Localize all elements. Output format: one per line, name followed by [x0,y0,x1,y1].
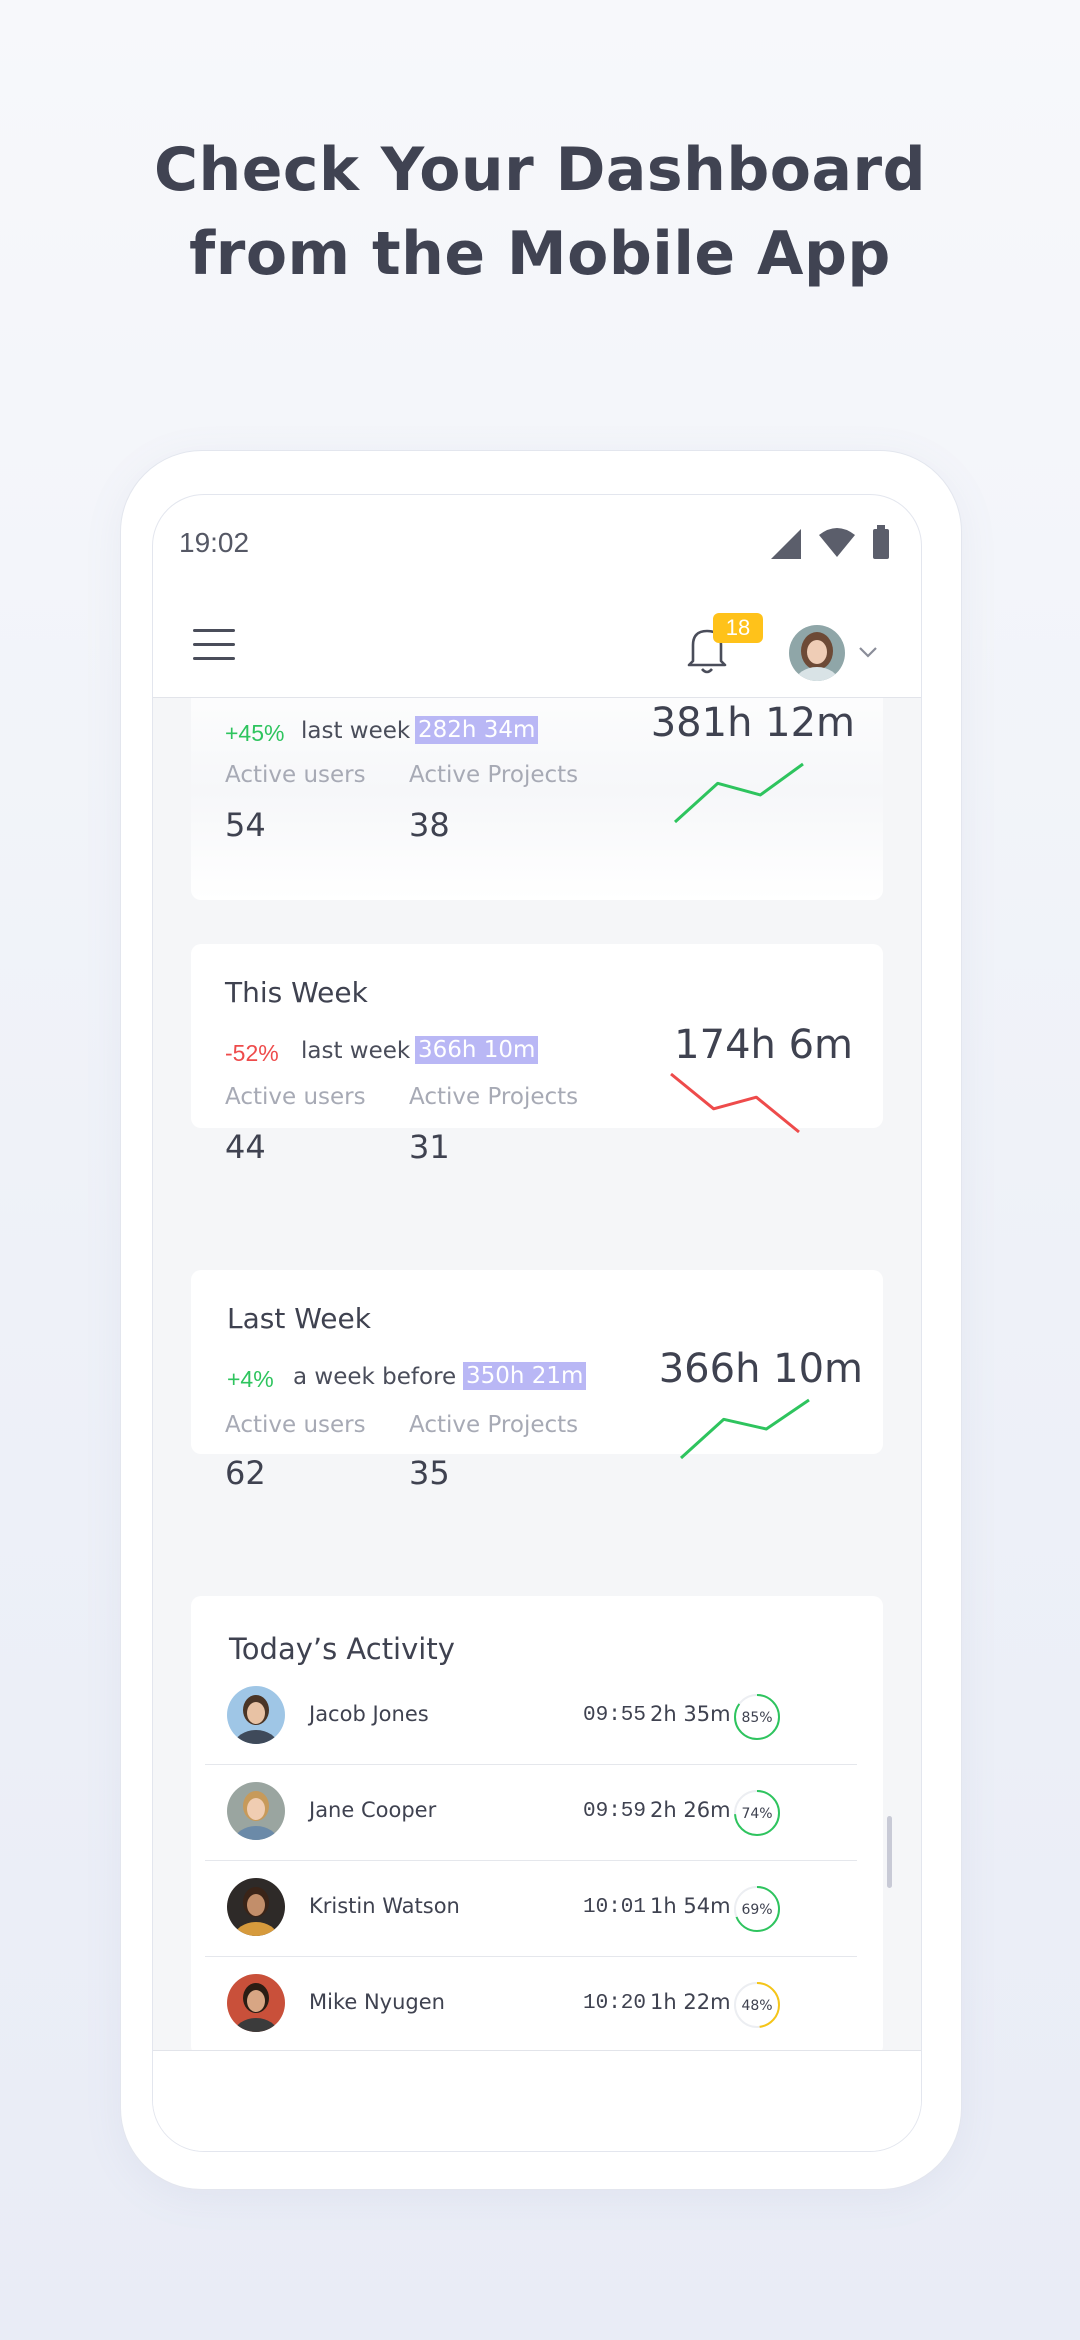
status-icons [771,525,889,559]
active-users-value: 62 [225,1454,266,1492]
comparison-label: last week [301,718,411,744]
avatar [227,1974,285,2032]
trend-sparkline [670,1072,800,1134]
person-name: Kristin Watson [309,1894,460,1918]
start-time: 09:55 [583,1704,647,1727]
avatar [227,1878,285,1936]
dashboard-content: +45% last week 282h 34m 381h 12m Active … [153,698,921,2050]
active-users-label: Active users [225,762,366,788]
trend-line [670,1072,800,1134]
summary-card-this-week[interactable]: This Week -52% last week 366h 10m 174h 6… [191,944,883,1166]
headline-line-1: Check Your Dashboard [153,135,927,205]
progress-label: 74% [741,1806,772,1822]
progress-arc [734,1982,780,2028]
delta-percent: -52% [225,1040,279,1066]
progress-label: 85% [741,1710,772,1726]
activity-row[interactable]: Kristin Watson 10:01 1h 54m 69% [205,1860,857,1957]
trend-sparkline [679,1398,810,1460]
total-hours: 174h 6m [674,1022,853,1068]
delta-percent: +45% [225,720,285,746]
start-time: 09:59 [583,1800,647,1823]
trend-sparkline [673,762,804,824]
comparison-label: a week before [293,1364,457,1390]
battery-icon [873,525,889,559]
progress-ring: 74% [734,1790,780,1836]
app-bar: 18 [153,595,921,698]
activity-row[interactable]: Mike Nyugen 10:20 1h 22m 48% [205,1956,857,2050]
activity-row[interactable]: Jane Cooper 09:59 2h 26m 74% [205,1764,857,1861]
headline-line-2: from the Mobile App [189,219,891,289]
comparison-value: 366h 10m [415,1036,539,1064]
progress-arc [734,1790,780,1836]
active-projects-value: 38 [409,806,450,844]
progress-arc [734,1886,780,1932]
progress-ring: 69% [734,1886,780,1932]
duration: 2h 35m [650,1702,731,1726]
active-users-label: Active users [225,1412,366,1438]
person-name: Jane Cooper [309,1798,437,1822]
comparison-value: 282h 34m [415,716,539,744]
person-name: Mike Nyugen [309,1990,445,2014]
hamburger-menu-icon[interactable] [193,627,237,663]
active-projects-label: Active Projects [409,1412,579,1438]
comparison-value: 350h 21m [463,1362,587,1390]
avatar [227,1686,285,1744]
duration: 2h 26m [650,1798,731,1822]
delta-percent: +4% [227,1366,274,1392]
chevron-down-icon[interactable] [857,645,879,659]
cellular-signal-icon [771,529,801,559]
person-name: Jacob Jones [309,1702,429,1726]
card-title: Last Week [227,1302,371,1335]
activity-row[interactable]: Jacob Jones 09:55 2h 35m 85% [205,1668,857,1765]
progress-ring: 85% [734,1694,780,1740]
bottom-bar [153,2050,921,2151]
active-projects-label: Active Projects [409,1084,579,1110]
bell-icon[interactable] [683,623,731,675]
active-projects-value: 31 [409,1128,450,1166]
status-bar: 19:02 [153,495,921,595]
progress-ring: 48% [734,1982,780,2028]
summary-card-total[interactable]: +45% last week 282h 34m 381h 12m Active … [191,698,883,900]
active-users-label: Active users [225,1084,366,1110]
progress-label: 69% [741,1902,772,1918]
user-avatar[interactable] [789,625,845,681]
total-hours: 366h 10m [658,1346,863,1392]
phone-screen: 19:02 18 [152,494,922,2152]
progress-arc [734,1694,780,1740]
trend-line [679,1398,810,1460]
comparison-label: last week [301,1038,411,1064]
todays-activity-card: Today’s Activity Jacob Jones 09:55 2h 35m 8… [191,1596,892,2050]
active-users-value: 44 [225,1128,266,1166]
wifi-icon [819,528,855,557]
activity-title: Today’s Activity [229,1632,455,1666]
active-projects-value: 35 [409,1454,450,1492]
start-time: 10:20 [583,1992,647,2015]
progress-label: 48% [741,1998,772,2014]
active-projects-label: Active Projects [409,762,579,788]
start-time: 10:01 [583,1896,647,1919]
card-title: This Week [225,976,368,1009]
status-time: 19:02 [179,527,250,558]
active-users-value: 54 [225,806,266,844]
summary-card-last-week[interactable]: Last Week +4% a week before 350h 21m 366… [191,1270,883,1492]
activity-scrollbar[interactable] [887,1816,892,1888]
notification-count-badge: 18 [713,613,763,643]
total-hours: 381h 12m [650,700,855,746]
duration: 1h 54m [650,1894,731,1918]
avatar [227,1782,285,1840]
trend-line [673,762,804,824]
duration: 1h 22m [650,1990,731,2014]
headline: Check Your Dashboard from the Mobile App [0,128,1080,296]
